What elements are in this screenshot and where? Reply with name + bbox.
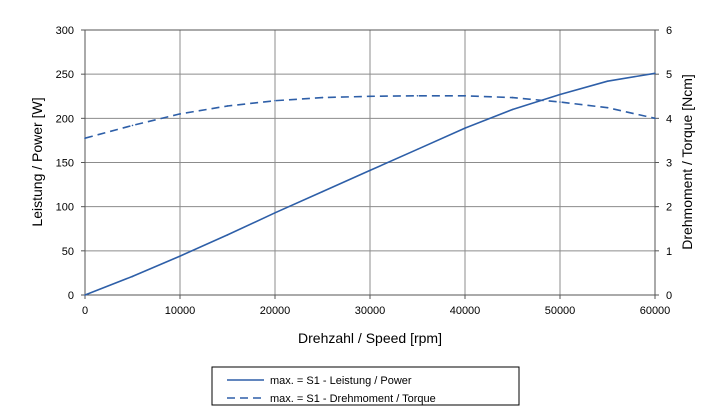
torque-point	[369, 95, 371, 98]
torque-point	[179, 113, 181, 115]
y-right-tick-label: 3	[666, 158, 672, 170]
power-point	[131, 275, 134, 278]
torque-point	[321, 96, 324, 99]
legend: max. = S1 - Leistung / Power max. = S1 -…	[211, 366, 520, 406]
torque-point	[274, 99, 276, 102]
x-tick-label: 60000	[640, 305, 671, 317]
power-point	[226, 234, 229, 236]
power-point	[511, 108, 514, 111]
legend-box	[211, 366, 520, 406]
power-point	[654, 72, 656, 75]
torque-point	[131, 124, 134, 127]
torque-point	[511, 96, 514, 99]
x-tick-label: 50000	[545, 305, 576, 317]
series-layer	[84, 72, 656, 296]
torque-point	[226, 105, 229, 107]
y-right-axis-ticks: 0 1 2 3 4 5 6	[655, 25, 672, 302]
legend-label-power: max. = S1 - Leistung / Power	[270, 375, 412, 387]
y-left-tick-label: 50	[62, 246, 74, 258]
power-point	[369, 169, 371, 172]
y-right-tick-label: 1	[666, 246, 672, 258]
grid	[84, 29, 656, 296]
power-point	[416, 148, 419, 151]
y-left-axis-ticks: 0 50 100 150 200 250 300	[56, 25, 85, 302]
y-right-tick-label: 6	[666, 25, 672, 37]
x-tick-label: 20000	[260, 305, 291, 317]
power-point	[464, 127, 466, 129]
x-axis-title: Drehzahl / Speed [rpm]	[298, 330, 442, 346]
x-tick-label: 0	[82, 305, 88, 317]
power-point	[84, 294, 86, 296]
torque-point	[464, 95, 466, 97]
power-point	[274, 212, 276, 214]
power-point	[321, 190, 324, 193]
y-left-tick-label: 0	[68, 290, 74, 302]
y-left-tick-label: 100	[56, 202, 74, 214]
torque-point	[606, 106, 609, 109]
y-left-tick-label: 250	[56, 69, 74, 81]
x-tick-label: 10000	[165, 305, 196, 317]
y-left-tick-label: 150	[56, 158, 74, 170]
x-tick-label: 30000	[355, 305, 386, 317]
legend-label-torque: max. = S1 - Drehmoment / Torque	[270, 393, 436, 405]
y-left-tick-label: 300	[56, 25, 74, 37]
y-left-tick-label: 200	[56, 113, 74, 125]
y-right-tick-label: 5	[666, 69, 672, 81]
torque-point	[84, 137, 86, 140]
y-right-tick-label: 2	[666, 202, 672, 214]
power-point	[179, 255, 181, 257]
torque-point	[654, 117, 656, 120]
power-point	[559, 93, 561, 96]
power-point	[606, 80, 609, 83]
torque-point	[559, 101, 561, 103]
y-right-tick-label: 4	[666, 113, 672, 125]
x-axis-ticks: 0 10000 20000 30000 40000 50000 60000	[82, 295, 670, 317]
y-right-axis-title: Drehmoment / Torque [Ncm]	[679, 74, 695, 250]
torque-point	[416, 95, 419, 97]
y-right-tick-label: 0	[666, 290, 672, 302]
x-tick-label: 40000	[450, 305, 481, 317]
y-left-axis-title: Leistung / Power [W]	[29, 97, 45, 226]
